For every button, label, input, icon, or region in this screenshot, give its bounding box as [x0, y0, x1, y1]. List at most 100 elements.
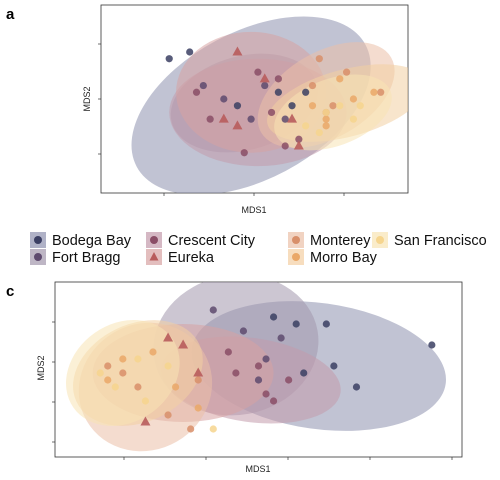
point-san-francisco [315, 128, 323, 137]
point-bodega-bay [292, 320, 300, 328]
point-eureka [178, 339, 189, 349]
point-eureka [232, 46, 243, 56]
point-crescent-city [192, 88, 201, 96]
panel-letter-a: a [6, 6, 15, 23]
point-fort-bragg [239, 327, 248, 335]
point-crescent-city [262, 390, 270, 398]
point-fort-bragg [281, 115, 289, 123]
point-san-francisco [134, 355, 142, 363]
point-morro-bay [308, 102, 317, 110]
point-eureka [259, 73, 270, 83]
legend-item-san-francisco: San Francisco [372, 232, 487, 249]
point-san-francisco [164, 362, 172, 370]
point-san-francisco [336, 102, 344, 110]
legend-marker-morro-bay [292, 253, 300, 261]
panel-c-xlabel: MDS1 [245, 464, 270, 474]
legend-item-monterey: Monterey [288, 232, 371, 249]
point-eureka [193, 367, 204, 377]
legend-item-bodega-bay: Bodega Bay [30, 232, 132, 249]
legend-label-eureka: Eureka [168, 250, 215, 266]
panel-a-axis-ticks [98, 43, 345, 196]
point-bodega-bay [186, 48, 194, 56]
point-fort-bragg [254, 376, 263, 384]
point-monterey [194, 376, 202, 384]
legend-item-morro-bay: Morro Bay [288, 249, 378, 266]
point-eureka [218, 113, 229, 123]
point-bodega-bay [288, 102, 296, 110]
point-san-francisco [96, 369, 104, 377]
point-monterey [377, 88, 385, 96]
point-morro-bay [171, 383, 180, 391]
point-bodega-bay [274, 88, 282, 96]
point-crescent-city [224, 348, 232, 356]
point-san-francisco [356, 102, 364, 110]
point-morro-bay [119, 355, 127, 363]
point-monterey [134, 383, 142, 391]
point-crescent-city [240, 149, 248, 157]
legend-label-bodega-bay: Bodega Bay [52, 233, 132, 249]
legend-marker-fort-bragg [34, 253, 42, 261]
point-monterey [119, 369, 127, 377]
point-crescent-city [281, 142, 289, 150]
point-eureka [232, 120, 243, 130]
legend-label-crescent-city: Crescent City [168, 233, 256, 249]
point-bodega-bay [428, 341, 436, 349]
panel-a: a MDS1 MDS2 [6, 4, 409, 215]
point-crescent-city [285, 376, 293, 384]
point-fort-bragg [209, 306, 217, 314]
point-eureka [140, 416, 151, 426]
legend-label-san-francisco: San Francisco [394, 233, 487, 249]
point-morro-bay [322, 115, 330, 123]
point-crescent-city [274, 75, 282, 83]
point-crescent-city [232, 369, 240, 377]
point-monterey [315, 55, 323, 63]
point-fort-bragg [261, 81, 269, 90]
legend-label-morro-bay: Morro Bay [310, 250, 378, 266]
point-fort-bragg [199, 81, 207, 90]
panel-a-xlabel: MDS1 [241, 205, 266, 215]
point-crescent-city [267, 108, 276, 117]
legend-marker-eureka [149, 252, 159, 261]
point-bodega-bay [322, 320, 330, 328]
point-monterey [329, 102, 337, 110]
point-eureka [293, 140, 304, 150]
point-bodega-bay [300, 369, 308, 377]
legend-marker-bodega-bay [34, 236, 42, 244]
legend-marker-san-francisco [376, 236, 384, 244]
point-bodega-bay [352, 383, 361, 391]
point-eureka [287, 113, 298, 123]
point-morro-bay [370, 88, 378, 96]
point-san-francisco [349, 115, 358, 123]
point-morro-bay [149, 348, 157, 356]
point-monterey [104, 362, 112, 370]
legend-marker-crescent-city [150, 236, 158, 244]
point-morro-bay [322, 122, 330, 130]
point-san-francisco [302, 122, 310, 130]
panel-a-ylabel: MDS2 [82, 86, 92, 111]
panel-c-points [96, 306, 436, 433]
legend-item-crescent-city: Crescent City [146, 232, 256, 249]
point-fort-bragg [277, 334, 285, 342]
point-morro-bay [336, 75, 344, 83]
point-monterey [164, 411, 172, 419]
panel-c: c MDS1 MDS2 [6, 281, 463, 474]
point-crescent-city [269, 397, 278, 405]
panel-c-axis-ticks [52, 321, 453, 460]
point-monterey [308, 81, 317, 90]
point-fort-bragg [247, 115, 255, 123]
point-san-francisco [209, 425, 217, 433]
panel-a-points [165, 46, 385, 157]
point-san-francisco [141, 397, 150, 405]
point-crescent-city [295, 135, 303, 143]
legend-item-fort-bragg: Fort Bragg [30, 249, 121, 266]
point-bodega-bay [330, 362, 338, 370]
point-crescent-city [254, 68, 262, 76]
legend-item-eureka: Eureka [146, 249, 215, 266]
point-bodega-bay [233, 102, 242, 110]
point-eureka [163, 332, 174, 342]
point-morro-bay [349, 95, 358, 103]
point-bodega-bay [302, 88, 310, 96]
point-san-francisco [322, 108, 330, 117]
